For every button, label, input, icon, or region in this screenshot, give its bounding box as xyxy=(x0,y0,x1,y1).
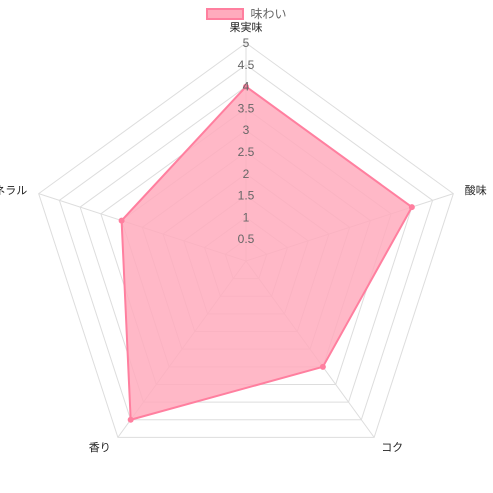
tick-label: 1 xyxy=(243,210,250,224)
legend-label: 味わい xyxy=(250,7,287,21)
tick-label: 4.5 xyxy=(238,58,255,72)
axis-label: 果実味 xyxy=(230,20,263,34)
grid-ring xyxy=(38,42,454,438)
data-point xyxy=(127,416,134,423)
legend: 味わい xyxy=(0,5,493,22)
tick-label: 3 xyxy=(243,123,250,137)
tick-label: 2.5 xyxy=(238,145,255,159)
axis-label: ミネラル xyxy=(0,184,27,197)
grid-ring xyxy=(58,64,434,421)
data-point xyxy=(243,83,249,90)
axis-label: 酸味 xyxy=(465,183,487,197)
data-point xyxy=(408,204,415,211)
tick-label: 3.5 xyxy=(238,101,255,115)
axis-label: コク xyxy=(381,441,403,454)
legend-swatch[interactable] xyxy=(206,7,245,20)
data-point xyxy=(319,363,326,370)
tick-label: 4 xyxy=(243,80,250,94)
tick-label: 1.5 xyxy=(238,189,255,203)
tick-label: 0.5 xyxy=(238,232,255,246)
tick-label: 5 xyxy=(243,36,250,50)
data-point xyxy=(118,217,125,224)
axis-label: 香り xyxy=(89,441,111,454)
tick-label: 2 xyxy=(243,167,250,181)
data-area xyxy=(120,85,413,421)
